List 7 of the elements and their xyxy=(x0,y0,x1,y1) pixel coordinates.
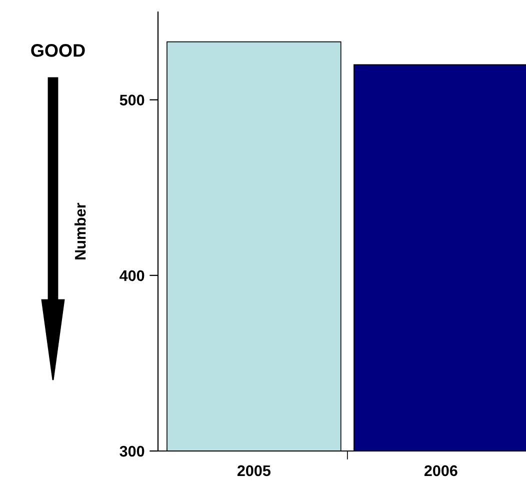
y-axis-title: Number xyxy=(74,202,86,260)
text: GOOD xyxy=(31,44,85,57)
y-tick-label: 500 xyxy=(120,94,144,106)
x-tick-label: 2005 xyxy=(237,465,270,476)
y-tick-label: 400 xyxy=(120,270,144,282)
x-tick-label: 2006 xyxy=(424,465,458,476)
y-tick-label: 300 xyxy=(120,446,144,457)
